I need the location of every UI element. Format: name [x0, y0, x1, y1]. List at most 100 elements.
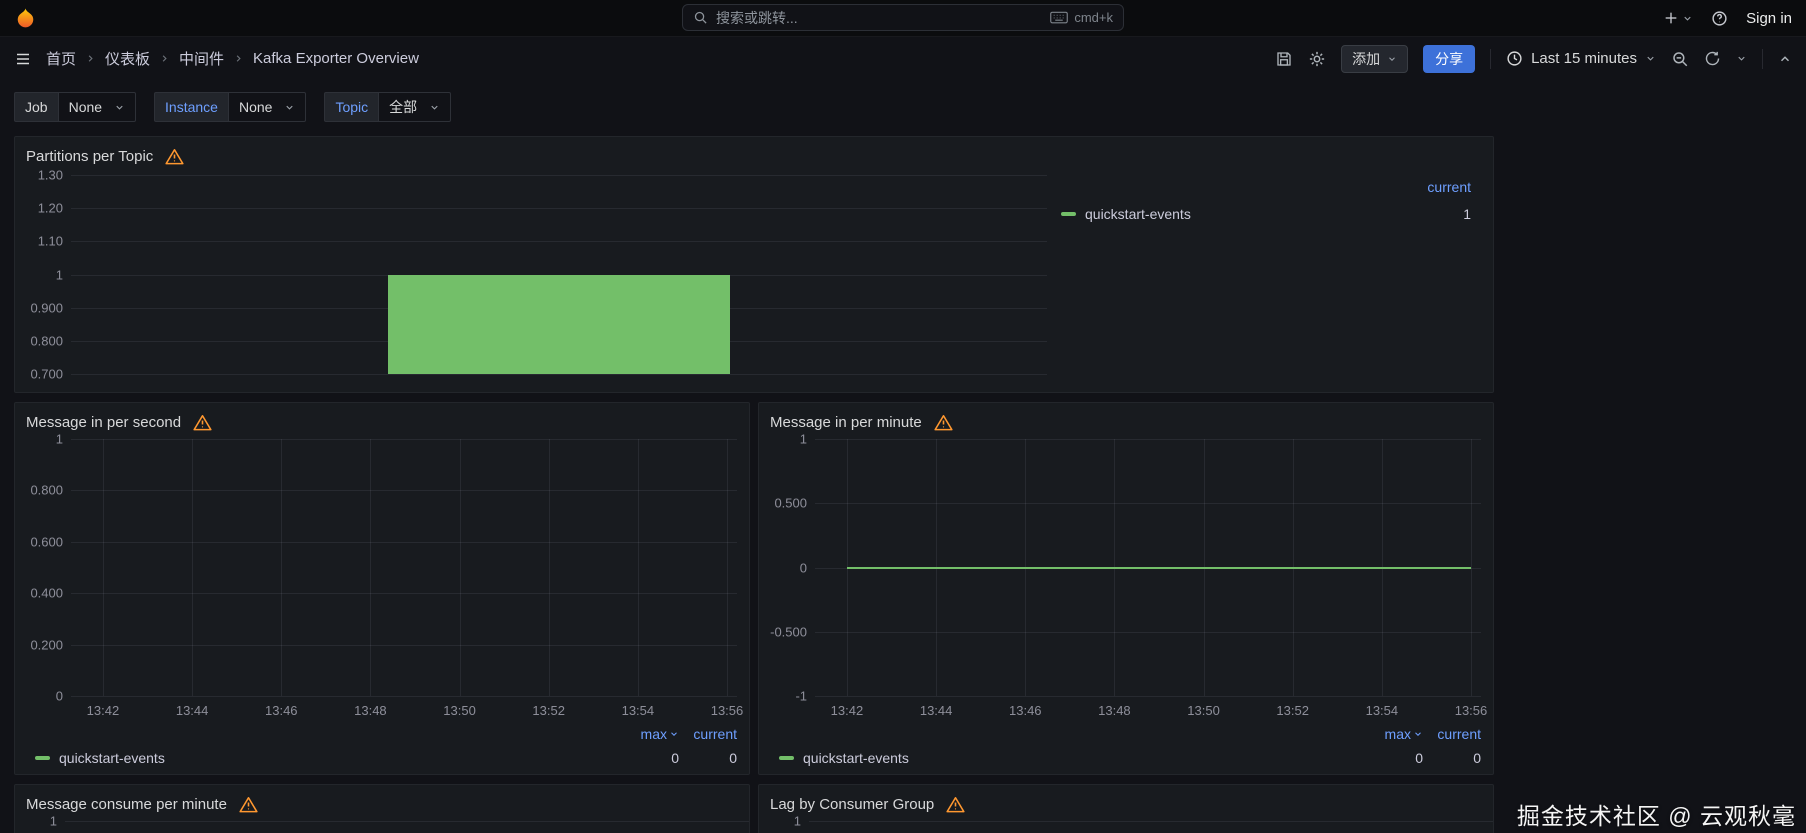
refresh-interval-chevron-icon[interactable]: [1736, 53, 1747, 64]
search-shortcut-label: cmd+k: [1074, 10, 1113, 25]
chevron-down-icon: [1682, 13, 1693, 24]
legend-column-max[interactable]: max: [621, 726, 679, 742]
search-input[interactable]: 搜索或跳转... cmd+k: [682, 4, 1124, 31]
panel-title[interactable]: Message in per second: [26, 414, 182, 431]
legend-header: max current: [35, 726, 737, 742]
panel-body: 1 0.800 0.600 0.400 0.200 0 13:42 13:44 13:46 13…: [15, 432, 749, 774]
y-axis: 1: [759, 814, 809, 833]
variable-topic: Topic 全部: [324, 92, 452, 122]
panel-title[interactable]: Lag by Consumer Group: [770, 796, 935, 813]
share-label: 分享: [1435, 50, 1464, 67]
variable-job-label: Job: [14, 92, 58, 122]
h-gridline: [65, 821, 749, 822]
y-tick-label: 1.20: [37, 200, 63, 216]
variable-instance: Instance None: [154, 92, 307, 122]
help-icon[interactable]: [1711, 10, 1728, 27]
chevron-down-icon: [284, 102, 295, 113]
v-gridline: [548, 439, 550, 696]
add-panel-button[interactable]: 添加: [1341, 44, 1409, 73]
series-name[interactable]: quickstart-events: [1085, 206, 1191, 222]
legend-row: quickstart-events 0 0: [35, 750, 737, 766]
time-series-chart: 1 0.800 0.600 0.400 0.200 0 13:42 13:44 13:46 13…: [21, 432, 743, 722]
chevron-right-icon: [159, 53, 170, 64]
x-tick-label: 13:44: [175, 703, 209, 718]
search-placeholder: 搜索或跳转...: [716, 9, 798, 26]
dashboard-settings-icon[interactable]: [1308, 50, 1326, 68]
legend-column-current-label: current: [1437, 726, 1481, 742]
line-quickstart-events: [846, 566, 1472, 569]
menu-icon[interactable]: [14, 50, 32, 68]
grafana-logo-icon[interactable]: [14, 7, 37, 30]
x-tick-label: 13:50: [443, 703, 476, 718]
refresh-icon[interactable]: [1704, 50, 1721, 67]
legend-column-current-label: current: [693, 726, 737, 742]
x-tick-label: 13:48: [1098, 703, 1131, 718]
panel-body: 1 0.500 0 -0.500 -1 13:42 13:44 13:46 13:48 13:5…: [759, 432, 1493, 774]
series-current-value: 0: [729, 750, 737, 766]
x-tick-label: 13:56: [1454, 703, 1488, 718]
series-marker: [779, 756, 794, 760]
v-gridline: [102, 439, 104, 696]
template-variables-row: Job None Instance None Topic 全部: [0, 80, 1806, 132]
legend-column-max[interactable]: max: [1365, 726, 1423, 742]
clock-icon: [1506, 50, 1523, 67]
toolbar-divider: [1490, 48, 1492, 69]
breadcrumb-home[interactable]: 首页: [46, 51, 77, 68]
panel-warning-icon[interactable]: [165, 148, 184, 165]
x-tick-label: 13:52: [532, 703, 565, 718]
x-tick-label: 13:56: [710, 703, 744, 718]
y-tick-label: 0.500: [774, 495, 807, 511]
legend-column-current[interactable]: current: [679, 726, 737, 742]
h-gridline: [71, 593, 737, 595]
panel-title[interactable]: Message consume per minute: [26, 796, 227, 813]
panel-title[interactable]: Message in per minute: [770, 414, 922, 431]
zoom-out-time-icon[interactable]: [1671, 50, 1689, 68]
legend: max current quickstart-events: [779, 726, 1481, 766]
panel-header: Message in per second: [15, 403, 749, 439]
series-name-cell[interactable]: quickstart-events: [779, 750, 1365, 766]
y-tick-label: 1: [55, 267, 63, 282]
y-tick-label: 1: [49, 813, 57, 829]
toolbar-actions: 添加 分享 Last 15 minutes: [1275, 44, 1792, 73]
share-button[interactable]: 分享: [1423, 44, 1476, 73]
collapse-toolbar-icon[interactable]: [1778, 52, 1792, 66]
new-button[interactable]: [1663, 10, 1693, 26]
variable-instance-select[interactable]: None: [227, 92, 307, 122]
legend: current quickstart-events 1: [1047, 175, 1481, 374]
save-dashboard-icon[interactable]: [1275, 50, 1293, 68]
panel-title[interactable]: Partitions per Topic: [26, 148, 154, 165]
variable-job-select[interactable]: None: [57, 92, 137, 122]
h-gridline: [71, 175, 1047, 176]
h-gridline: [809, 821, 1493, 822]
y-axis: 1: [15, 814, 65, 833]
panel-lag-by-consumer-group: Lag by Consumer Group 1: [758, 784, 1494, 833]
series-marker: [1061, 212, 1076, 216]
panel-warning-icon[interactable]: [934, 414, 953, 431]
h-gridline: [815, 696, 1481, 697]
y-tick-label: 0: [799, 560, 807, 575]
sort-chevron-icon: [1415, 732, 1421, 736]
y-tick-label: 1: [55, 431, 63, 447]
sign-in-button[interactable]: Sign in: [1746, 9, 1792, 27]
series-name-cell[interactable]: quickstart-events: [35, 750, 621, 766]
time-range-picker[interactable]: Last 15 minutes: [1506, 50, 1656, 67]
panel-warning-icon[interactable]: [946, 796, 965, 813]
panel-warning-icon[interactable]: [239, 796, 258, 813]
legend-row: quickstart-events 1: [1061, 206, 1471, 222]
panel-warning-icon[interactable]: [193, 414, 212, 431]
y-axis: 1.30 1.20 1.10 1 0.900 0.800 0.700: [21, 168, 71, 382]
time-series-chart: 1: [15, 814, 749, 833]
legend-row: quickstart-events 0 0: [779, 750, 1481, 766]
breadcrumb-dashboards[interactable]: 仪表板: [105, 51, 151, 68]
legend-column-current[interactable]: current: [1427, 179, 1471, 195]
chevron-down-icon: [429, 102, 440, 113]
variable-topic-select[interactable]: 全部: [378, 92, 452, 122]
breadcrumb-folder[interactable]: 中间件: [179, 51, 225, 68]
v-gridline: [637, 439, 639, 696]
x-axis: 13:42 13:44 13:46 13:48 13:50 13:52 13:54 13:56: [815, 696, 1488, 722]
y-tick-label: 0.900: [30, 300, 63, 316]
x-tick-label: 13:54: [1365, 703, 1399, 718]
legend-column-current[interactable]: current: [1423, 726, 1481, 742]
h-gridline: [71, 374, 1047, 375]
x-tick-label: 13:54: [621, 703, 655, 718]
